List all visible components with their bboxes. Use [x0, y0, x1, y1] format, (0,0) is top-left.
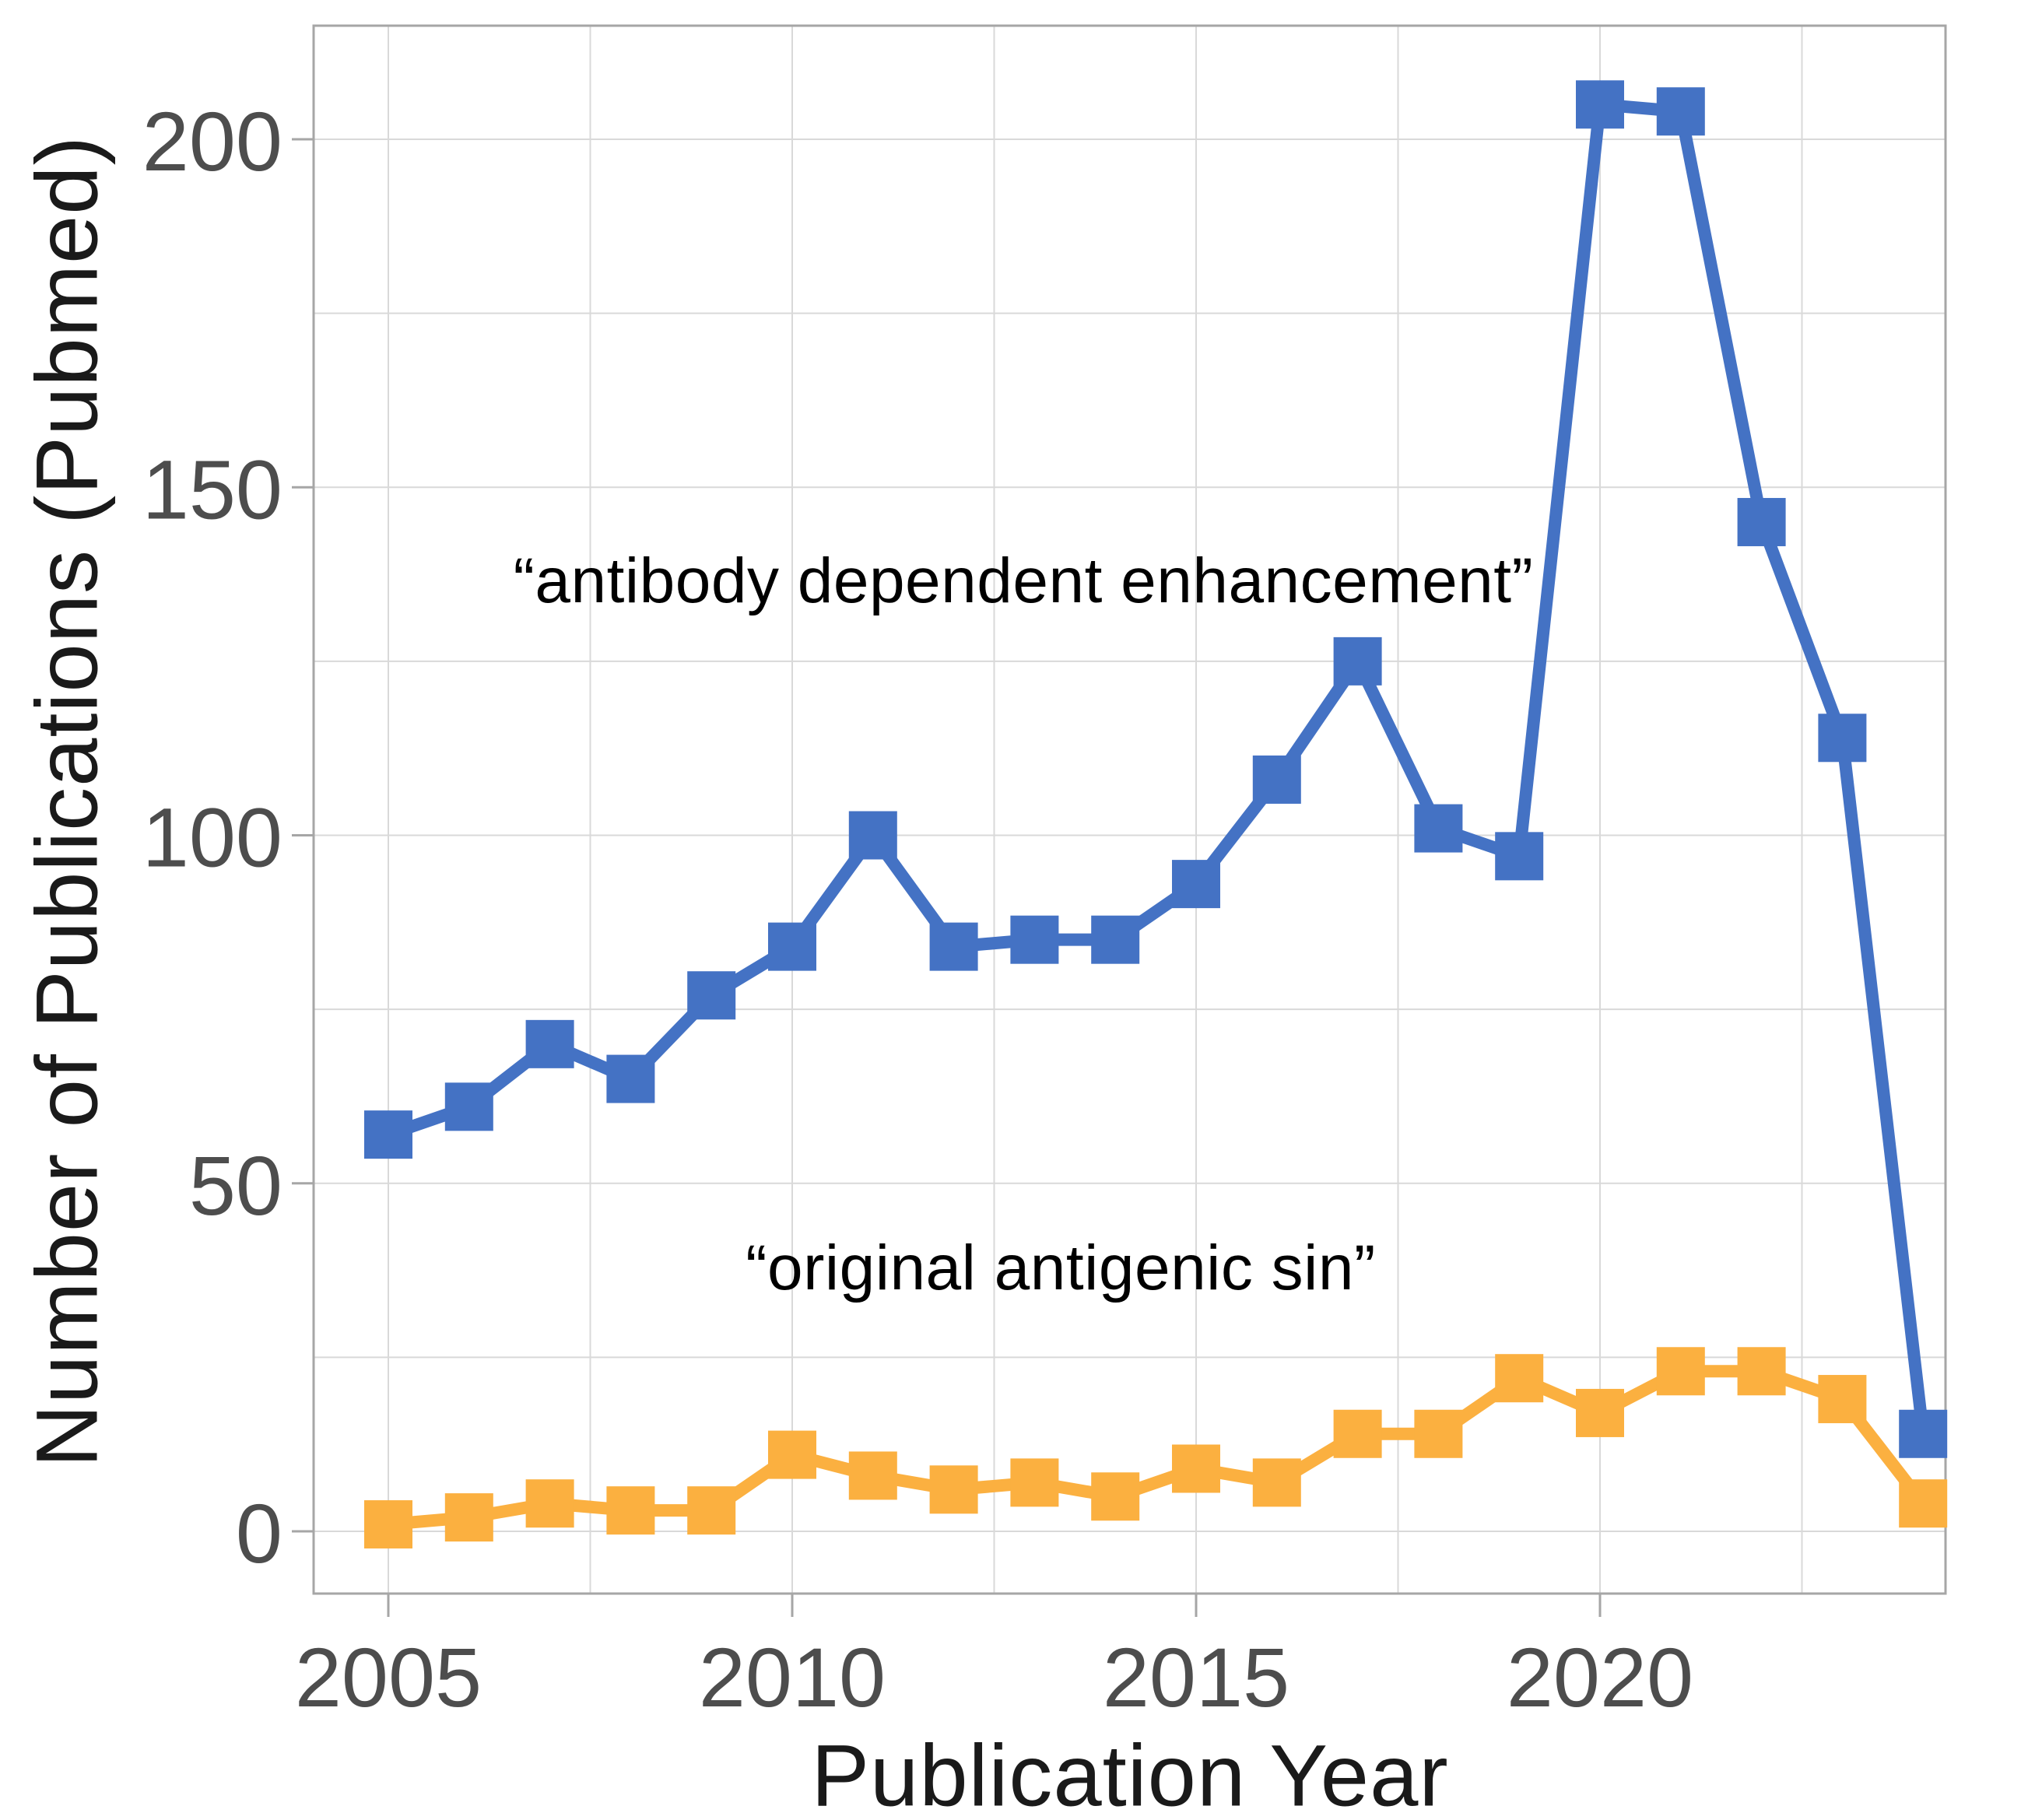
data-point-marker	[1010, 915, 1059, 964]
data-point-marker	[525, 1479, 574, 1528]
data-point-marker	[687, 1486, 736, 1535]
data-point-marker	[525, 1019, 574, 1068]
data-point-marker	[848, 1451, 897, 1500]
y-tick-label: 200	[142, 94, 282, 188]
y-tick-label: 150	[142, 442, 282, 536]
data-point-marker	[1172, 860, 1220, 909]
data-point-marker	[1495, 832, 1544, 881]
x-tick-label: 2020	[1507, 1630, 1693, 1724]
data-point-marker	[606, 1054, 655, 1103]
data-point-marker	[1172, 1444, 1220, 1493]
data-point-marker	[1899, 1409, 1948, 1458]
y-tick-label: 100	[142, 791, 282, 885]
plot-border	[312, 24, 1947, 1595]
data-point-marker	[1091, 915, 1140, 964]
data-point-marker	[1737, 1347, 1786, 1396]
series-label-original-antigenic-sin: “original antigenic sin”	[746, 1233, 1376, 1303]
data-point-marker	[1576, 1388, 1624, 1437]
x-tick-label: 2015	[1103, 1630, 1289, 1724]
data-point-marker	[1818, 714, 1867, 763]
data-point-marker	[1414, 1409, 1463, 1458]
data-point-marker	[929, 1465, 978, 1514]
data-point-marker	[606, 1486, 655, 1535]
data-point-marker	[1576, 80, 1624, 129]
data-point-marker	[1495, 1354, 1544, 1403]
data-point-marker	[364, 1110, 412, 1159]
data-point-marker	[848, 811, 897, 860]
data-point-marker	[364, 1500, 412, 1549]
x-tick-label: 2005	[295, 1630, 482, 1724]
data-point-marker	[1818, 1375, 1867, 1424]
data-point-marker	[1414, 804, 1463, 853]
data-point-marker	[1252, 755, 1301, 804]
x-tick-label: 2010	[699, 1630, 886, 1724]
data-point-marker	[1656, 87, 1705, 136]
data-point-marker	[1737, 497, 1786, 546]
data-point-marker	[444, 1082, 493, 1131]
y-tick-label: 0	[236, 1486, 282, 1580]
data-point-marker	[768, 1430, 816, 1479]
data-point-marker	[1656, 1347, 1705, 1396]
data-point-marker	[1091, 1472, 1140, 1521]
y-tick-label: 50	[189, 1138, 282, 1233]
data-point-marker	[768, 922, 816, 971]
data-point-marker	[1010, 1458, 1059, 1507]
data-point-marker	[444, 1493, 493, 1542]
series-label-antibody-dependent-enhancement: “antibody dependent enhancement”	[513, 545, 1534, 616]
data-point-marker	[1333, 1409, 1382, 1458]
x-axis-title: Publication Year	[811, 1727, 1449, 1820]
data-point-marker	[1899, 1479, 1948, 1528]
data-point-marker	[929, 922, 978, 971]
y-axis-title: Number of Publications (Pubmed)	[18, 135, 116, 1468]
data-point-marker	[687, 971, 736, 1020]
data-point-marker	[1252, 1458, 1301, 1507]
data-point-marker	[1333, 636, 1382, 686]
